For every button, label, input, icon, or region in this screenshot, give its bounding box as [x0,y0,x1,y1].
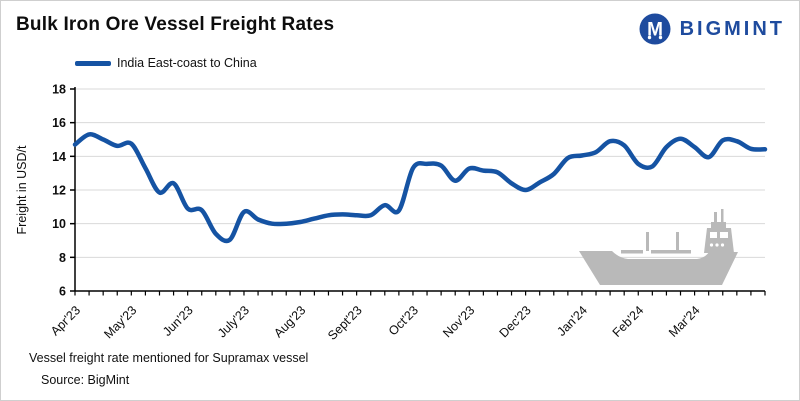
x-tick-label: May'23 [101,303,139,341]
x-tick-label: Oct'23 [386,303,421,338]
y-tick-label: 12 [52,184,66,198]
x-tick-label: Jun'23 [160,303,196,339]
y-axis-title: Freight in USD/t [15,145,29,234]
y-tick-label: 18 [52,83,66,97]
x-tick-label: Sept'23 [325,303,365,343]
x-tick-label: Aug'23 [271,303,308,340]
svg-text:M: M [647,20,663,41]
bigmint-logo: M BIGMINT [637,11,785,47]
source-note: Source: BigMint [41,373,130,387]
axis-labels: 6 8 10 12 14 16 18 Apr'23 May'23 Jun'23 July'23 Aug… [15,83,703,343]
legend: India East-coast to China [75,56,257,70]
page-title: Bulk Iron Ore Vessel Freight Rates [16,14,335,35]
x-tick-label: Mar'24 [666,303,703,340]
freight-rate-line [72,132,768,244]
series-line [72,132,768,244]
x-tick-label: Apr'23 [48,303,83,338]
y-tick-label: 6 [59,285,66,299]
x-tick-label: Dec'23 [497,303,534,340]
y-tick-label: 16 [52,116,66,130]
x-tick-label: Nov'23 [440,303,477,340]
legend-line-swatch [75,60,111,66]
bigmint-logo-icon: M [639,13,671,45]
bigmint-logo-text: BIGMINT [679,17,785,40]
legend-label: India East-coast to China [117,56,257,70]
y-tick-label: 8 [59,251,66,265]
axes [70,87,766,296]
ship-icon [579,209,738,285]
gridlines [75,88,765,258]
y-tick-label: 10 [52,217,66,231]
x-tick-label: Jan'24 [554,303,590,339]
x-tick-label: Feb'24 [610,303,647,340]
footnote: Vessel freight rate mentioned for Supram… [29,351,309,365]
y-tick-label: 14 [52,150,66,164]
x-tick-label: July'23 [215,303,252,340]
